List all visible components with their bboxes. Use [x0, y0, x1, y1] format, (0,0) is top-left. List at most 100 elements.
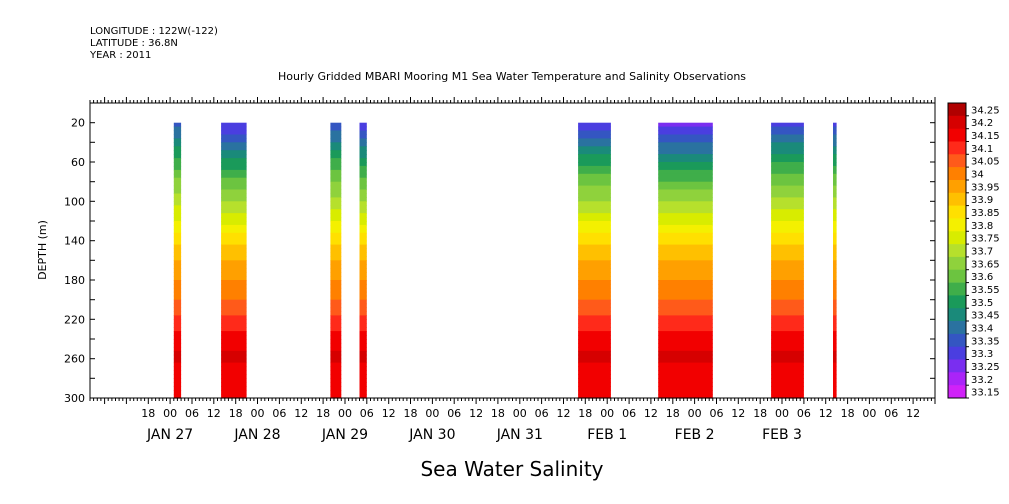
salinity-cell: [658, 307, 713, 312]
salinity-cell: [578, 252, 611, 257]
salinity-cell: [578, 276, 611, 281]
salinity-cell: [833, 158, 837, 163]
latitude-label: LATITUDE : 36.8N: [90, 38, 178, 49]
salinity-cell: [771, 162, 804, 167]
salinity-cell: [771, 173, 804, 179]
colorbar-label: 34.1: [971, 144, 993, 155]
salinity-cell: [833, 177, 837, 183]
colorbar-swatch: [948, 256, 966, 271]
salinity-cell: [771, 232, 804, 238]
salinity-cell: [173, 362, 182, 368]
salinity-cell: [330, 366, 342, 371]
salinity-cell: [771, 217, 804, 222]
salinity-cell: [658, 374, 713, 379]
colorbar-swatch: [948, 295, 966, 309]
salinity-cell: [221, 346, 247, 352]
salinity-cell: [221, 165, 247, 171]
salinity-cell: [658, 256, 713, 261]
salinity-cell: [173, 158, 182, 163]
colorbar-label: 33.6: [971, 272, 993, 283]
salinity-cell: [330, 268, 342, 273]
salinity-cell: [221, 260, 247, 265]
salinity-cell: [771, 228, 804, 234]
salinity-cell: [578, 366, 611, 371]
salinity-cell: [330, 394, 342, 399]
salinity-cell: [658, 232, 713, 238]
colorbar-swatch: [948, 333, 966, 348]
salinity-cell: [833, 394, 837, 399]
x-hour-tick-label: 06: [797, 407, 811, 420]
salinity-cell: [771, 382, 804, 387]
salinity-cell: [173, 354, 182, 360]
x-hour-tick-label: 12: [382, 407, 396, 420]
x-hour-tick-label: 12: [906, 407, 920, 420]
y-tick-label: 180: [64, 274, 85, 287]
salinity-cell: [330, 319, 342, 324]
salinity-cell: [771, 299, 804, 305]
salinity-cell: [359, 350, 367, 356]
colorbar-swatch: [948, 167, 966, 181]
salinity-cell: [658, 150, 713, 155]
colorbar-swatch: [948, 141, 966, 155]
salinity-cell: [658, 354, 713, 360]
salinity-cell: [330, 181, 342, 187]
salinity-cell: [359, 213, 367, 218]
salinity-cell: [359, 323, 367, 328]
salinity-cell: [173, 256, 182, 261]
salinity-cell: [359, 177, 367, 183]
salinity-cell: [330, 193, 342, 198]
salinity-cell: [221, 146, 247, 151]
salinity-cell: [221, 221, 247, 226]
salinity-cell: [658, 378, 713, 383]
salinity-cell: [658, 165, 713, 171]
salinity-cell: [359, 244, 367, 250]
salinity-cell: [771, 386, 804, 391]
salinity-cell: [658, 236, 713, 242]
salinity-cell: [359, 162, 367, 167]
colorbar-label: 33.75: [971, 234, 1000, 245]
salinity-cell: [173, 303, 182, 309]
salinity-cell: [578, 185, 611, 191]
salinity-cell: [658, 248, 713, 253]
salinity-cell: [330, 232, 342, 238]
salinity-cell: [173, 162, 182, 167]
salinity-cell: [173, 189, 182, 194]
salinity-cell: [330, 244, 342, 250]
salinity-cell: [173, 217, 182, 222]
salinity-cell: [833, 283, 837, 289]
salinity-cell: [173, 169, 182, 175]
salinity-cell: [359, 122, 367, 128]
salinity-cell: [658, 185, 713, 191]
salinity-cell: [771, 154, 804, 159]
salinity-cell: [658, 327, 713, 332]
salinity-cell: [173, 177, 182, 183]
salinity-cell: [658, 221, 713, 226]
salinity-cell: [330, 142, 342, 147]
salinity-cell: [658, 339, 713, 344]
x-hour-tick-label: 18: [666, 407, 680, 420]
salinity-cell: [173, 358, 182, 364]
salinity-cell: [771, 126, 804, 132]
data-block: [330, 122, 342, 399]
salinity-cell: [658, 126, 713, 132]
salinity-cell: [833, 287, 837, 293]
salinity-cell: [330, 165, 342, 171]
salinity-cell: [173, 276, 182, 281]
salinity-cell: [330, 138, 342, 143]
salinity-cell: [578, 228, 611, 234]
salinity-cell: [578, 303, 611, 309]
colorbar-swatch: [948, 205, 966, 219]
salinity-cell: [771, 280, 804, 285]
colorbar-label: 33.2: [971, 375, 993, 386]
salinity-cell: [658, 366, 713, 371]
salinity-cell: [833, 319, 837, 324]
salinity-cell: [359, 268, 367, 273]
x-hour-tick-label: 18: [841, 407, 855, 420]
salinity-cell: [359, 126, 367, 132]
salinity-cell: [578, 291, 611, 297]
salinity-cell: [359, 283, 367, 289]
salinity-cell: [221, 390, 247, 395]
salinity-cell: [658, 303, 713, 309]
salinity-cell: [359, 264, 367, 269]
salinity-cell: [771, 260, 804, 265]
